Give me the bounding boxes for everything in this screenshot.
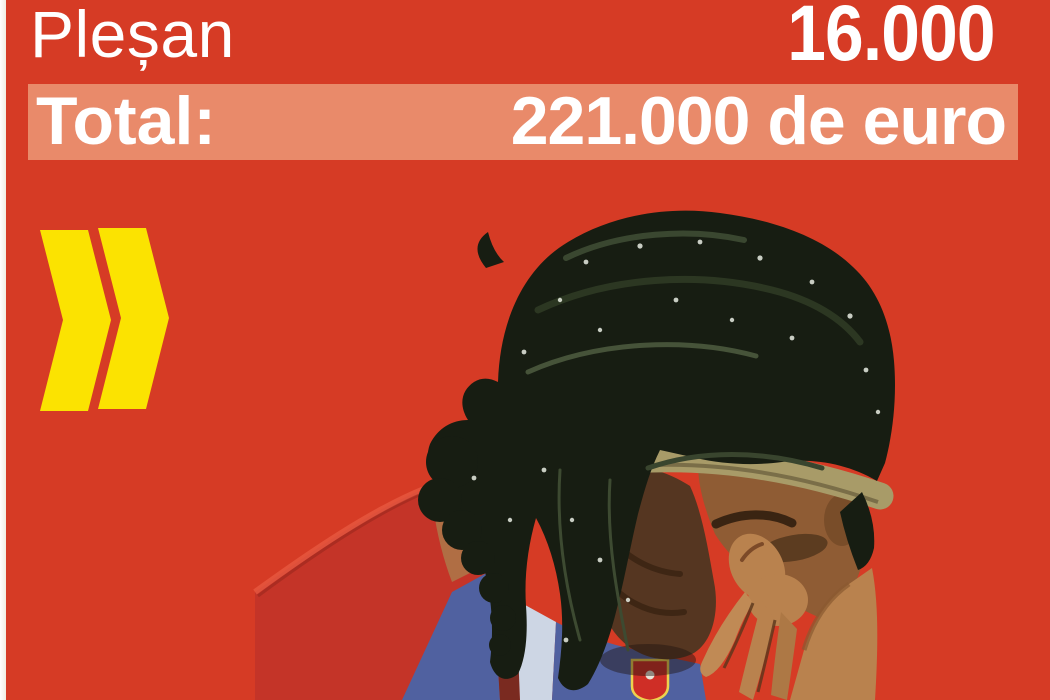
page-edge-strip <box>0 0 6 700</box>
total-band: Total: 221.000 de euro <box>28 84 1018 160</box>
shoulder-highlight <box>253 486 426 595</box>
forearm-shadow <box>801 581 851 651</box>
headband <box>618 445 894 510</box>
forearm <box>790 568 878 700</box>
hair-shine-specks <box>471 239 881 643</box>
total-value: 221.000 de euro <box>510 83 1007 159</box>
chevron-right <box>98 228 169 409</box>
total-label: Total: <box>36 83 217 159</box>
chevron-left <box>40 230 111 411</box>
player-amount-value: 16.000 <box>787 0 996 77</box>
brow-shadow <box>711 510 797 529</box>
hair <box>418 210 895 691</box>
chin-shadow <box>600 644 696 676</box>
player-name-label: Pleșan <box>30 0 235 71</box>
jersey-blue-stripe <box>402 570 500 700</box>
hand <box>700 533 808 700</box>
club-crest <box>630 658 670 700</box>
shoulder-shadow-line <box>257 491 425 598</box>
